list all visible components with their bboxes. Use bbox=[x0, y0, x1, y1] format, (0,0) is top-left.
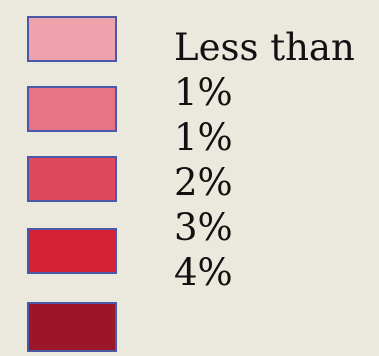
legend-swatch-3 bbox=[27, 156, 117, 202]
legend-label-4: 2% bbox=[174, 161, 233, 204]
legend-label-2: 1% bbox=[174, 71, 233, 114]
legend-label-5: 3% bbox=[174, 206, 233, 249]
legend-swatch-4 bbox=[27, 228, 117, 274]
legend-label-6: 4% bbox=[174, 251, 233, 294]
legend-label-1: Less than bbox=[174, 26, 355, 69]
legend-swatch-1 bbox=[27, 16, 117, 62]
legend-swatch-2 bbox=[27, 86, 117, 132]
legend-label-3: 1% bbox=[174, 116, 233, 159]
legend-labels: Less than 1% 1% 2% 3% 4% bbox=[174, 25, 355, 295]
legend-swatch-5 bbox=[27, 302, 117, 352]
